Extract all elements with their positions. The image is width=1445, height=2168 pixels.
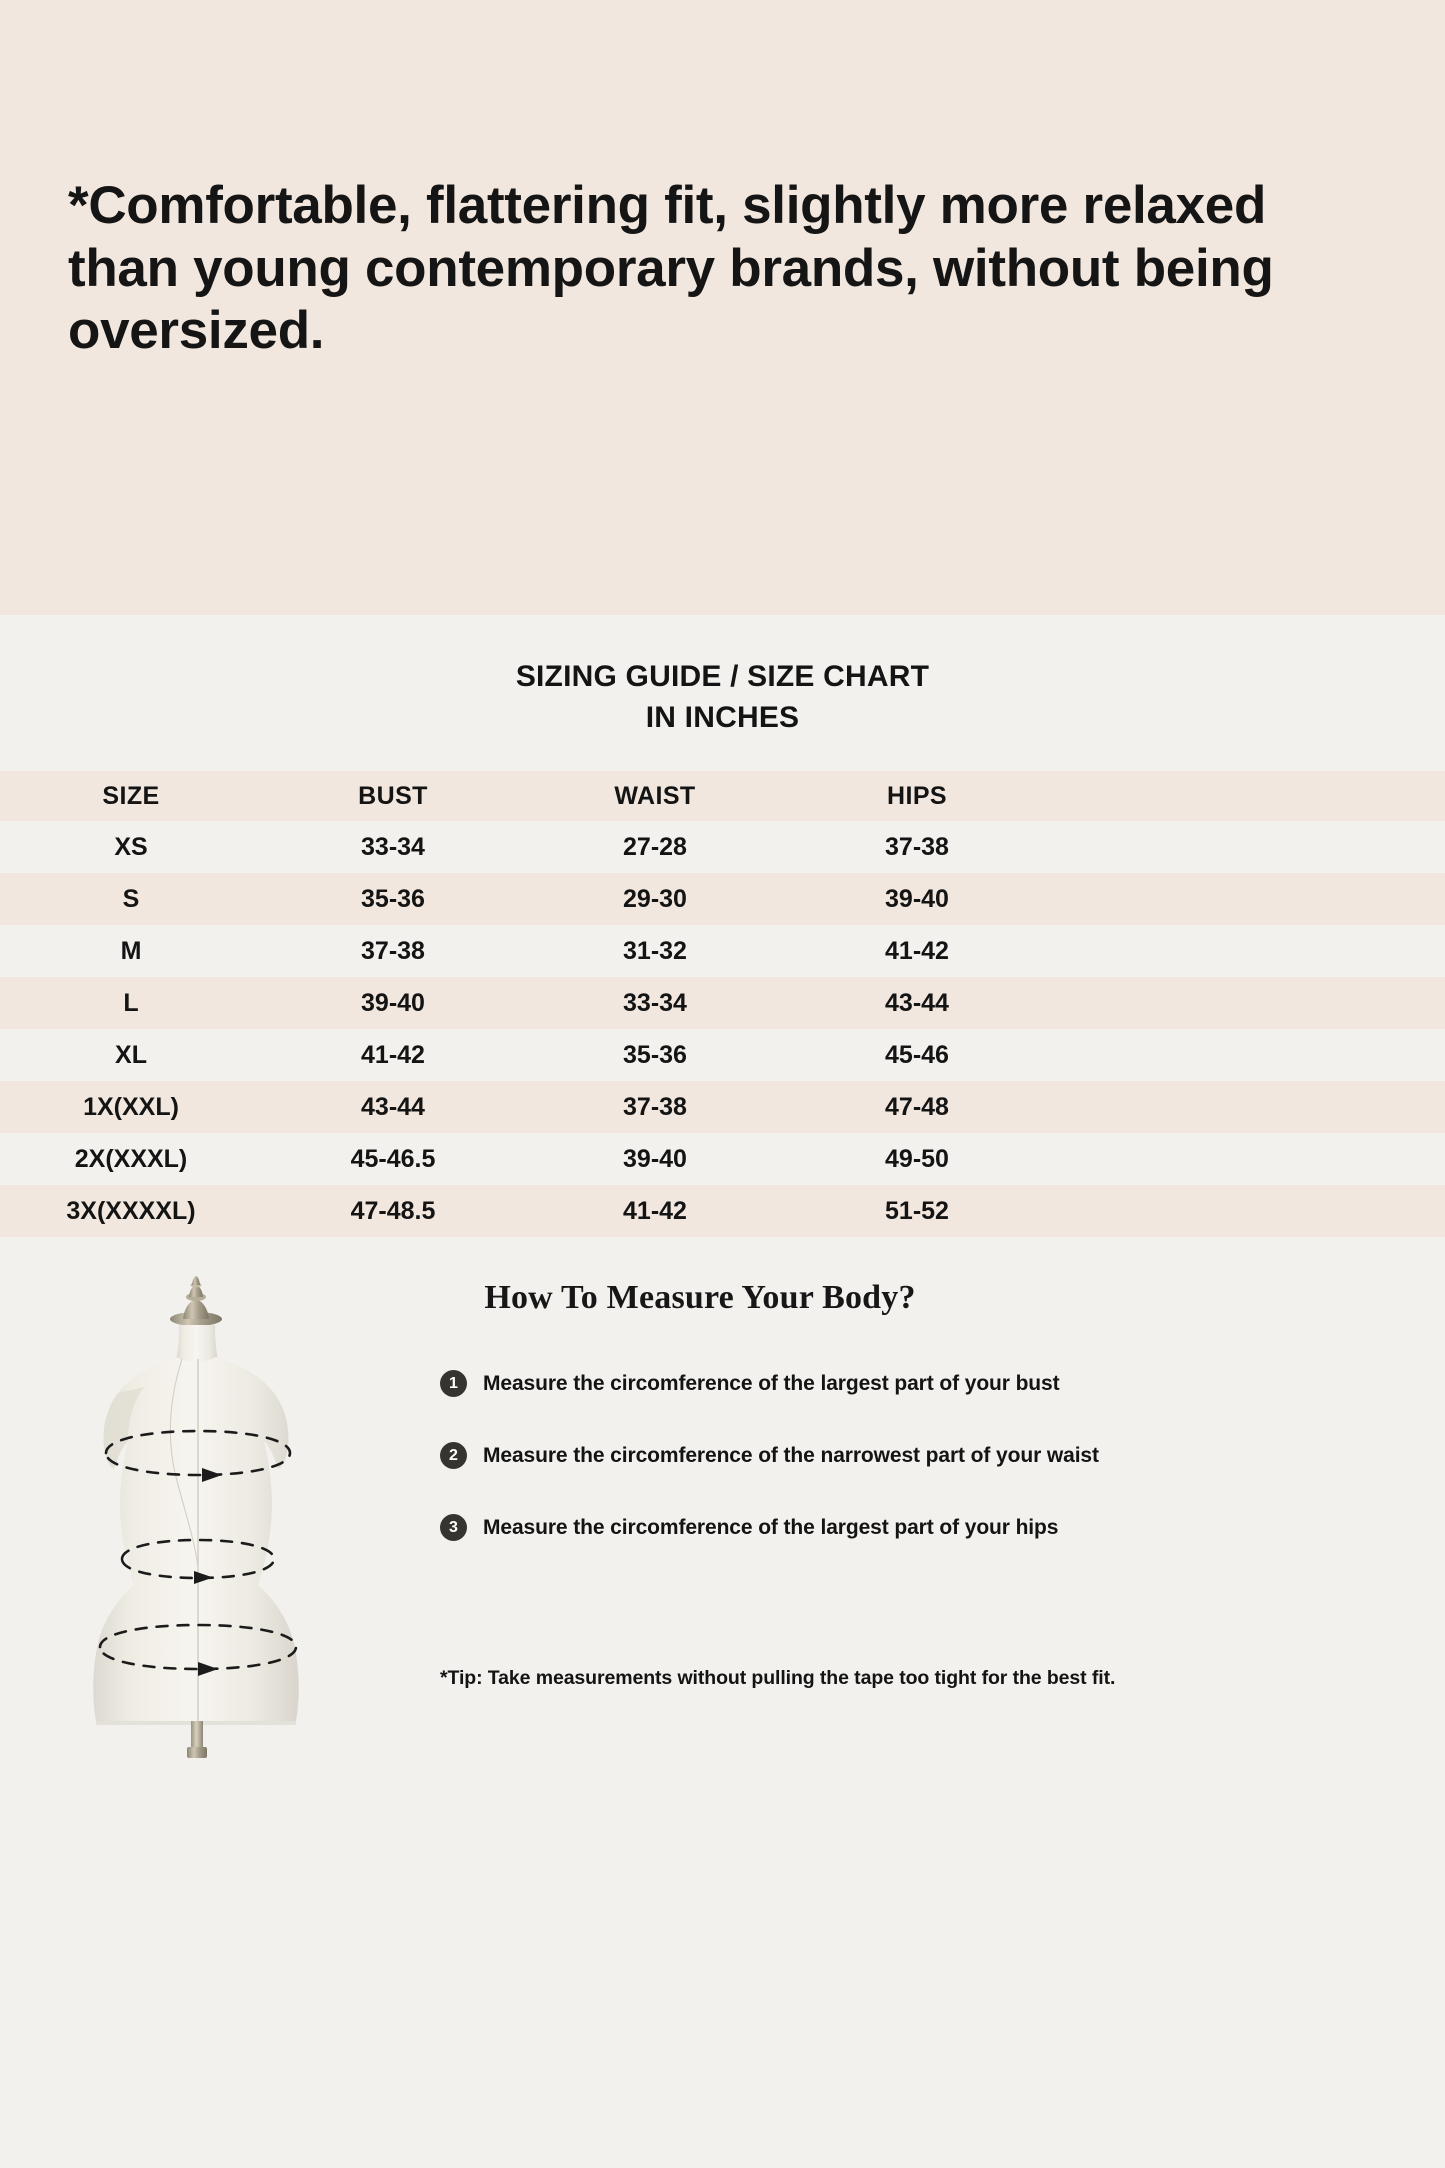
cell-spacer — [1048, 1081, 1445, 1133]
cell-size: 3X(XXXXL) — [66, 1196, 196, 1225]
cell-spacer — [1048, 925, 1445, 977]
hips-arrow-icon — [198, 1662, 218, 1676]
cell-waist: 29-30 — [623, 884, 687, 913]
bust-arrow-icon — [202, 1468, 222, 1482]
intro-banner: *Comfortable, flattering fit, slightly m… — [0, 0, 1445, 615]
cell-size: XS — [114, 832, 148, 861]
size-chart-title: SIZING GUIDE / SIZE CHART IN INCHES — [0, 615, 1445, 738]
waist-arrow-icon — [194, 1571, 213, 1584]
mannequin-princess-seam — [169, 1358, 199, 1568]
step-number-badge-2: 2 — [440, 1442, 467, 1469]
table-row: S 35-36 29-30 39-40 — [0, 873, 1445, 925]
mannequin-torso — [93, 1357, 299, 1721]
cell-spacer — [1048, 873, 1445, 925]
cell-spacer — [1048, 977, 1445, 1029]
cell-size: S — [122, 884, 140, 913]
finial-knob — [170, 1276, 222, 1326]
cell-bust: 43-44 — [361, 1092, 425, 1121]
cell-hips: 39-40 — [885, 884, 949, 913]
column-header-bust: BUST — [358, 781, 428, 810]
list-item: 3 Measure the circomference of the large… — [440, 1514, 1400, 1541]
cell-hips: 41-42 — [885, 936, 949, 965]
step-text-1: Measure the circomference of the largest… — [483, 1371, 1060, 1395]
cell-waist: 39-40 — [623, 1144, 687, 1173]
cell-hips: 51-52 — [885, 1196, 949, 1225]
list-item: 1 Measure the circomference of the large… — [440, 1370, 1400, 1397]
how-to-measure-section: How To Measure Your Body? 1 Measure the … — [0, 1237, 1445, 1762]
cell-spacer — [1048, 1185, 1445, 1237]
cell-hips: 37-38 — [885, 832, 949, 861]
cell-bust: 37-38 — [361, 936, 425, 965]
bust-measure-line — [104, 1429, 292, 1482]
table-row: XS 33-34 27-28 37-38 — [0, 821, 1445, 873]
size-chart-section: SIZING GUIDE / SIZE CHART IN INCHES SIZE… — [0, 615, 1445, 1237]
table-row: 3X(XXXXL) 47-48.5 41-42 51-52 — [0, 1185, 1445, 1237]
measure-steps-list: 1 Measure the circomference of the large… — [440, 1370, 1400, 1586]
cell-hips: 47-48 — [885, 1092, 949, 1121]
step-text-2: Measure the circomference of the narrowe… — [483, 1443, 1099, 1467]
step-number-badge-1: 1 — [440, 1370, 467, 1397]
stand-pole — [191, 1721, 203, 1751]
size-chart-header: SIZE BUST WAIST HIPS — [0, 771, 1445, 821]
column-header-hips: HIPS — [887, 781, 947, 810]
intro-banner-text: *Comfortable, flattering fit, slightly m… — [68, 176, 1274, 361]
hips-measure-line — [98, 1623, 298, 1676]
cell-spacer — [1048, 821, 1445, 873]
column-header-size: SIZE — [102, 781, 160, 810]
size-chart-title-line1: SIZING GUIDE / SIZE CHART — [515, 660, 930, 693]
mannequin-shoulder-left — [103, 1387, 144, 1469]
cell-size: XL — [115, 1040, 147, 1069]
cell-size: L — [123, 988, 139, 1017]
cell-spacer — [1048, 1029, 1445, 1081]
size-chart-title-line2: IN INCHES — [645, 700, 800, 734]
cell-waist: 33-34 — [623, 988, 687, 1017]
cell-hips: 49-50 — [885, 1144, 949, 1173]
size-chart-body: XS 33-34 27-28 37-38 S 35-36 29-30 39-40… — [0, 821, 1445, 1237]
cell-hips: 45-46 — [885, 1040, 949, 1069]
cell-bust: 47-48.5 — [350, 1196, 436, 1225]
table-row: 2X(XXXL) 45-46.5 39-40 49-50 — [0, 1133, 1445, 1185]
cell-size: 1X(XXL) — [83, 1092, 179, 1121]
cell-waist: 37-38 — [623, 1092, 687, 1121]
column-header-waist: WAIST — [614, 781, 696, 810]
cell-bust: 35-36 — [361, 884, 425, 913]
cell-waist: 35-36 — [623, 1040, 687, 1069]
column-header-spacer — [1048, 771, 1445, 821]
cell-waist: 31-32 — [623, 936, 687, 965]
cell-bust: 45-46.5 — [350, 1144, 436, 1173]
cell-waist: 41-42 — [623, 1196, 687, 1225]
cell-hips: 43-44 — [885, 988, 949, 1017]
table-row: M 37-38 31-32 41-42 — [0, 925, 1445, 977]
cell-waist: 27-28 — [623, 832, 687, 861]
step-number-badge-3: 3 — [440, 1514, 467, 1541]
measure-tip-text: *Tip: Take measurements without pulling … — [440, 1667, 1116, 1689]
cell-spacer — [1048, 1133, 1445, 1185]
cell-bust: 33-34 — [361, 832, 425, 861]
cell-size: M — [120, 936, 142, 965]
mannequin-illustration — [93, 1276, 299, 1758]
cell-bust: 41-42 — [361, 1040, 425, 1069]
stand-collar — [187, 1747, 207, 1758]
list-item: 2 Measure the circomference of the narro… — [440, 1442, 1400, 1469]
table-header-row: SIZE BUST WAIST HIPS — [0, 771, 1445, 821]
how-to-measure-heading: How To Measure Your Body? — [484, 1279, 916, 1316]
table-row: XL 41-42 35-36 45-46 — [0, 1029, 1445, 1081]
table-row: L 39-40 33-34 43-44 — [0, 977, 1445, 1029]
table-row: 1X(XXL) 43-44 37-38 47-48 — [0, 1081, 1445, 1133]
cell-size: 2X(XXXL) — [74, 1144, 188, 1173]
step-text-3: Measure the circomference of the largest… — [483, 1515, 1059, 1539]
mannequin-neck — [176, 1325, 218, 1363]
size-chart-table: SIZE BUST WAIST HIPS XS 33-34 27-28 37-3… — [0, 771, 1445, 1237]
waist-measure-line — [120, 1538, 276, 1584]
cell-bust: 39-40 — [361, 988, 425, 1017]
